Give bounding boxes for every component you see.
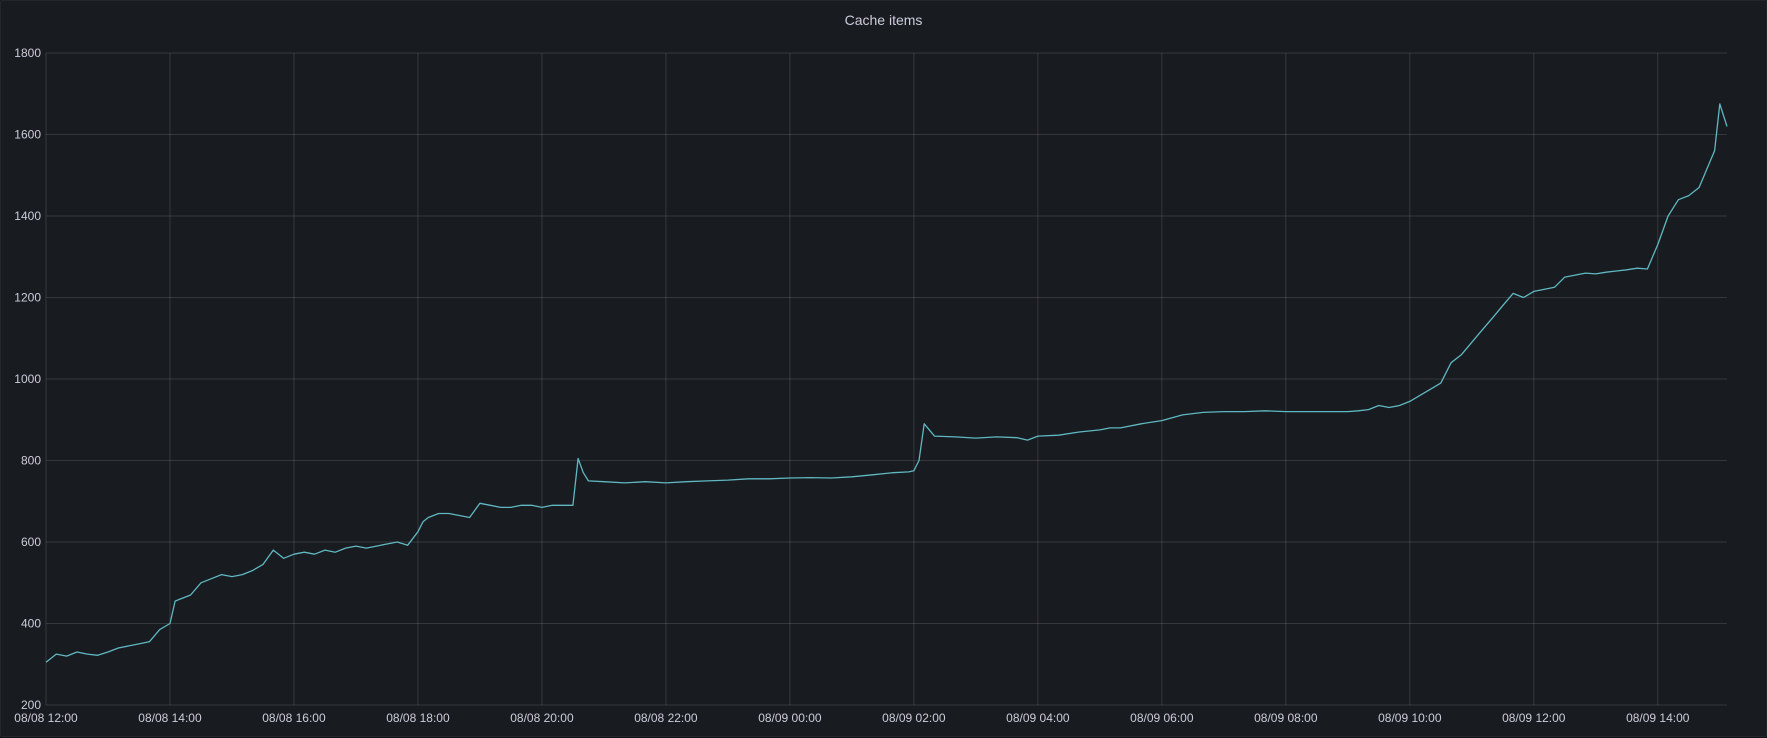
y-tick-label: 600 bbox=[21, 535, 41, 549]
y-tick-label: 800 bbox=[21, 454, 41, 468]
y-tick-label: 1200 bbox=[14, 291, 41, 305]
x-tick-label: 08/09 06:00 bbox=[1130, 711, 1194, 725]
y-tick-label: 1400 bbox=[14, 209, 41, 223]
grid-lines bbox=[45, 52, 1727, 706]
x-tick-label: 08/09 00:00 bbox=[758, 711, 822, 725]
y-tick-label: 1800 bbox=[14, 46, 41, 60]
series-line-cache-items bbox=[45, 103, 1728, 663]
y-tick-label: 200 bbox=[21, 698, 41, 712]
x-tick-label: 08/08 12:00 bbox=[14, 711, 78, 725]
y-tick-label: 1600 bbox=[14, 128, 41, 142]
x-tick-label: 08/08 18:00 bbox=[386, 711, 450, 725]
x-tick-label: 08/09 08:00 bbox=[1254, 711, 1318, 725]
x-tick-label: 08/09 14:00 bbox=[1626, 711, 1690, 725]
y-axis-ticks: 200 400 600 800 1000 1200 1400 1600 1800 bbox=[14, 46, 41, 712]
x-axis-ticks: 08/08 12:00 08/08 14:00 08/08 16:00 08/08 1… bbox=[14, 711, 1689, 725]
x-tick-label: 08/08 14:00 bbox=[138, 711, 202, 725]
x-tick-label: 08/09 02:00 bbox=[882, 711, 946, 725]
y-tick-label: 1000 bbox=[14, 372, 41, 386]
x-tick-label: 08/09 04:00 bbox=[1006, 711, 1070, 725]
x-tick-label: 08/08 22:00 bbox=[634, 711, 698, 725]
x-tick-label: 08/08 20:00 bbox=[510, 711, 574, 725]
y-tick-label: 400 bbox=[21, 617, 41, 631]
panel-title: Cache items bbox=[844, 12, 923, 28]
x-tick-label: 08/09 10:00 bbox=[1378, 711, 1442, 725]
x-tick-label: 08/09 12:00 bbox=[1502, 711, 1566, 725]
x-tick-label: 08/08 16:00 bbox=[262, 711, 326, 725]
